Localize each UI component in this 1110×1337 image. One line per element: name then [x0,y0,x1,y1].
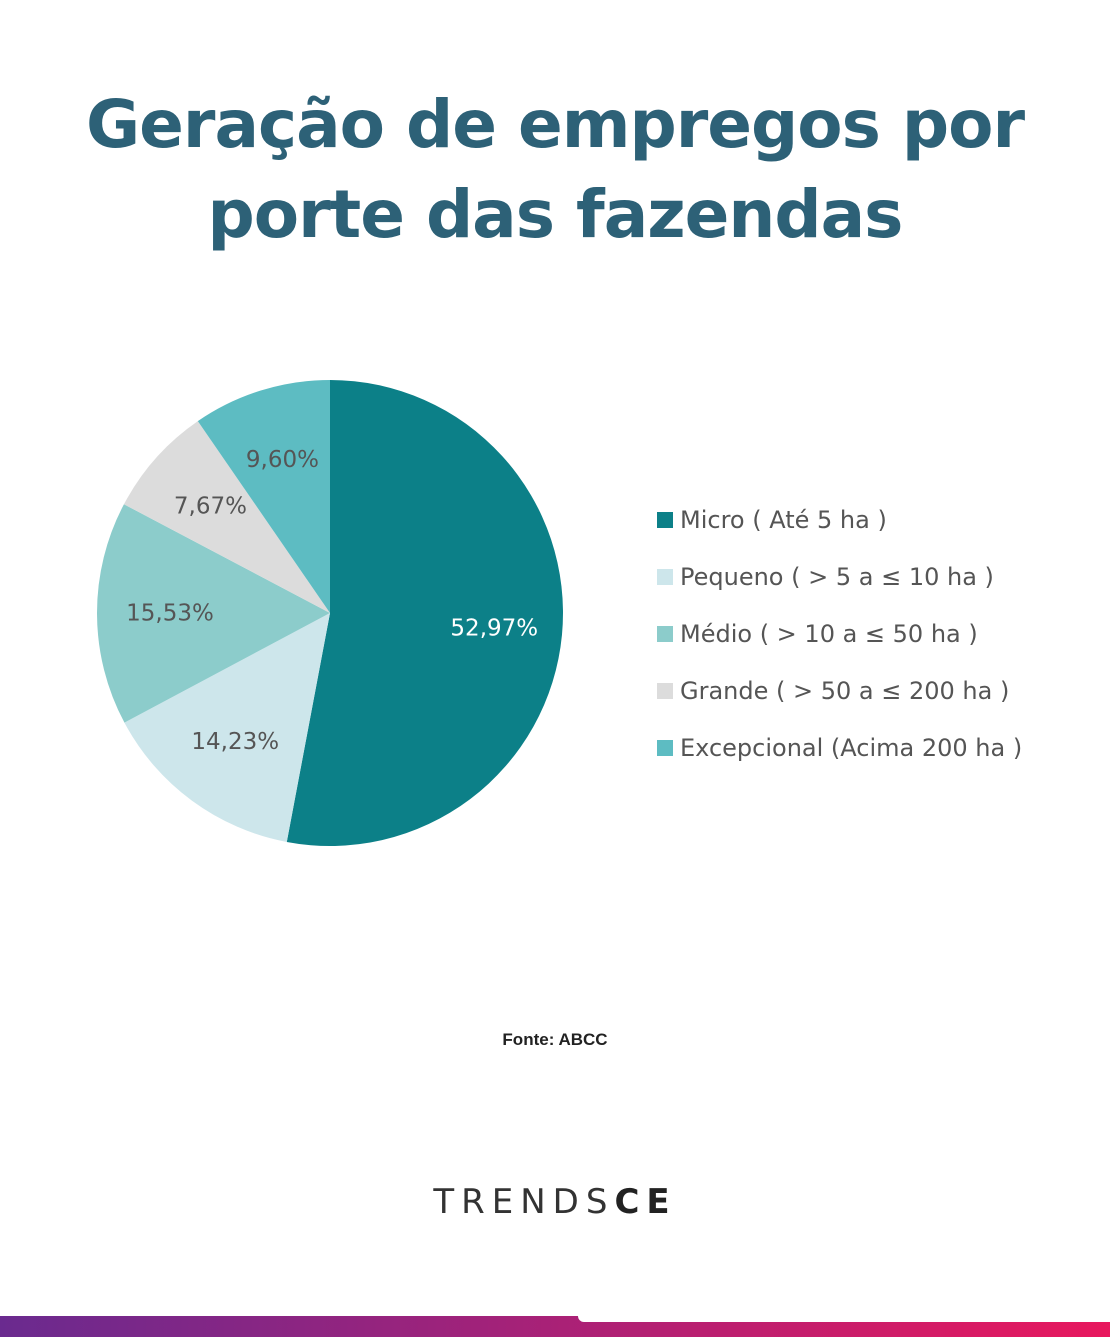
logo-text-bold: CE [614,1182,677,1222]
data-label-excepcional: 9,60% [246,447,319,473]
legend-item-excepcional: Excepcional (Acima 200 ha ) [657,719,1022,776]
data-label-pequeno: 14,23% [191,729,279,755]
legend-swatch [657,682,673,699]
legend-label: Grande ( > 50 a ≤ 200 ha ) [680,676,1010,705]
pie-slice-medio [96,504,330,723]
trendsce-logo: TRENDSCE [0,1182,1110,1222]
chart-title-line-1: Geração de empregos por [85,86,1025,163]
data-label-micro: 52,97% [450,615,538,641]
pie-slice-micro [286,380,563,846]
legend-item-medio: Médio ( > 10 a ≤ 50 ha ) [657,605,1022,662]
legend-item-micro: Micro ( Até 5 ha ) [657,491,1022,548]
pie-slice-pequeno [124,613,330,842]
bottom-bar-notch [578,1316,1110,1322]
legend-item-grande: Grande ( > 50 a ≤ 200 ha ) [657,662,1022,719]
chart-legend: Micro ( Até 5 ha ) Pequeno ( > 5 a ≤ 10 h… [657,491,1022,776]
chart-title-line-2: porte das fazendas [207,176,904,253]
logo-text-light: TRENDS [433,1182,615,1222]
bottom-gradient-bar [0,1316,1110,1337]
pie-slice-grande [123,421,330,613]
legend-swatch [657,511,673,528]
legend-label: Excepcional (Acima 200 ha ) [680,733,1023,762]
data-label-grande: 7,67% [174,494,247,520]
legend-label: Pequeno ( > 5 a ≤ 10 ha ) [680,562,994,591]
legend-label: Médio ( > 10 a ≤ 50 ha ) [680,619,978,648]
legend-swatch [657,568,673,585]
legend-swatch [657,625,673,642]
legend-label: Micro ( Até 5 ha ) [680,505,887,534]
legend-item-pequeno: Pequeno ( > 5 a ≤ 10 ha ) [657,548,1022,605]
chart-title: Geração de empregos por porte das fazend… [0,80,1110,260]
pie-slice-excepcional [197,380,330,613]
pie-chart: 52,97% 14,23% 15,53% 7,67% 9,60% [96,380,563,846]
source-note: Fonte: ABCC [502,1030,608,1049]
data-label-medio: 15,53% [126,600,214,626]
legend-swatch [657,739,673,756]
